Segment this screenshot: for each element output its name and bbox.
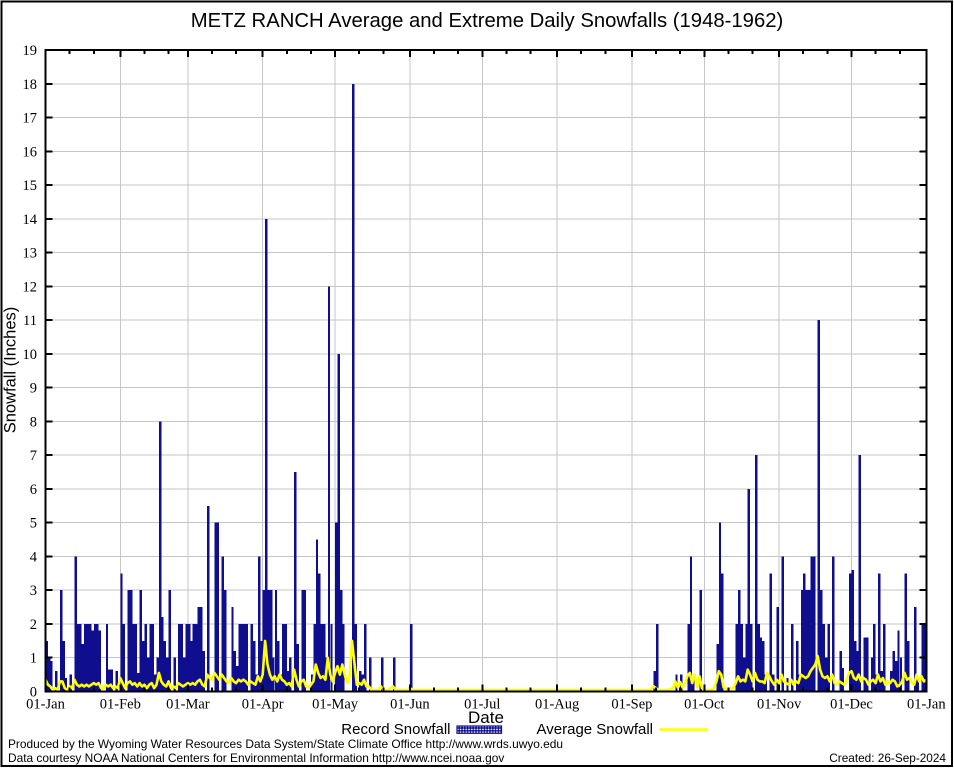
svg-text:16: 16 <box>23 144 38 160</box>
svg-text:8: 8 <box>30 414 37 430</box>
svg-text:01-Jun: 01-Jun <box>390 697 430 713</box>
svg-text:18: 18 <box>23 77 38 93</box>
svg-text:01-Aug: 01-Aug <box>535 697 579 713</box>
svg-text:01-Mar: 01-Mar <box>166 697 210 713</box>
svg-text:01-Oct: 01-Oct <box>684 697 724 713</box>
svg-text:01-Feb: 01-Feb <box>100 697 141 713</box>
svg-text:7: 7 <box>30 448 37 464</box>
svg-text:5: 5 <box>30 516 37 532</box>
svg-text:Created: 26-Sep-2024: Created: 26-Sep-2024 <box>829 751 946 765</box>
svg-text:01-Sep: 01-Sep <box>611 697 652 713</box>
svg-text:10: 10 <box>23 347 38 363</box>
svg-text:01-Jan: 01-Jan <box>26 697 65 713</box>
svg-text:Record Snowfall: Record Snowfall <box>341 721 450 738</box>
svg-text:11: 11 <box>23 313 37 329</box>
svg-text:01-Jul: 01-Jul <box>464 697 500 713</box>
svg-text:19: 19 <box>23 43 38 59</box>
svg-text:01-Nov: 01-Nov <box>757 697 802 713</box>
svg-text:Date: Date <box>468 708 504 727</box>
svg-text:1: 1 <box>30 651 37 667</box>
svg-text:12: 12 <box>23 279 38 295</box>
svg-text:13: 13 <box>23 246 38 262</box>
svg-text:0: 0 <box>30 685 37 701</box>
svg-text:9: 9 <box>30 381 37 397</box>
svg-text:15: 15 <box>23 178 38 194</box>
svg-text:2: 2 <box>30 617 37 633</box>
svg-text:Average Snowfall: Average Snowfall <box>537 721 653 738</box>
svg-text:4: 4 <box>30 549 38 565</box>
svg-text:METZ RANCH Average and Extreme: METZ RANCH Average and Extreme Daily Sno… <box>191 10 784 32</box>
svg-text:01-Jan: 01-Jan <box>907 697 946 713</box>
svg-text:01-Apr: 01-Apr <box>242 697 284 713</box>
svg-text:Data courtesy NOAA National Ce: Data courtesy NOAA National Centers for … <box>8 751 504 765</box>
svg-text:3: 3 <box>30 583 37 599</box>
svg-text:Produced by the Wyoming Water: Produced by the Wyoming Water Resources … <box>8 737 563 751</box>
svg-text:17: 17 <box>23 111 38 127</box>
svg-text:01-May: 01-May <box>312 697 359 713</box>
svg-text:6: 6 <box>30 482 37 498</box>
svg-text:Snowfall (Inches): Snowfall (Inches) <box>2 307 20 434</box>
svg-text:14: 14 <box>23 212 38 228</box>
svg-text:01-Dec: 01-Dec <box>830 697 873 713</box>
